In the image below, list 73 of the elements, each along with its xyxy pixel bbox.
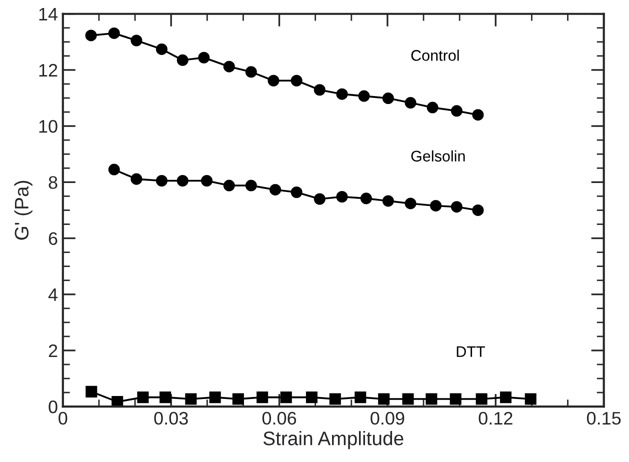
point bbox=[85, 30, 97, 42]
point bbox=[500, 392, 512, 404]
point bbox=[382, 92, 394, 104]
point bbox=[472, 204, 484, 216]
y-tick-label: 12 bbox=[39, 64, 58, 76]
x-axis-title: Strain Amplitude bbox=[263, 431, 404, 450]
point bbox=[472, 109, 484, 121]
point bbox=[450, 393, 462, 405]
point bbox=[524, 393, 536, 405]
point bbox=[223, 180, 235, 192]
point bbox=[232, 393, 244, 405]
point bbox=[290, 74, 302, 86]
point bbox=[245, 66, 257, 78]
y-axis-title: G' (Pa) bbox=[14, 180, 32, 240]
text: DTT bbox=[456, 346, 485, 357]
point bbox=[256, 392, 268, 404]
point bbox=[245, 180, 257, 192]
point bbox=[450, 201, 462, 213]
point bbox=[130, 34, 142, 46]
point bbox=[198, 52, 210, 64]
point bbox=[176, 174, 188, 187]
x-tick-label: 0 bbox=[58, 412, 68, 425]
point bbox=[130, 173, 142, 185]
point bbox=[336, 88, 348, 100]
point bbox=[314, 84, 326, 96]
text: Control bbox=[411, 50, 459, 61]
point bbox=[268, 74, 280, 86]
point bbox=[156, 43, 168, 55]
point bbox=[86, 386, 98, 398]
point bbox=[176, 54, 188, 66]
point bbox=[201, 174, 213, 187]
point bbox=[108, 27, 120, 39]
point bbox=[358, 90, 370, 102]
point bbox=[314, 193, 326, 205]
point bbox=[223, 60, 235, 72]
point bbox=[404, 198, 416, 210]
x-tick-label: 0.03 bbox=[154, 412, 188, 425]
point bbox=[270, 184, 282, 196]
x-tick-label: 0.06 bbox=[262, 412, 296, 425]
point bbox=[209, 392, 221, 404]
y-tick-label: 8 bbox=[48, 176, 58, 189]
point bbox=[430, 200, 442, 212]
point bbox=[382, 195, 394, 207]
point bbox=[476, 393, 488, 405]
point bbox=[108, 164, 120, 176]
y-tick-label: 4 bbox=[48, 288, 58, 301]
point bbox=[306, 392, 318, 404]
y-tick-label: 0 bbox=[48, 400, 58, 414]
point bbox=[354, 392, 366, 404]
point bbox=[360, 192, 372, 204]
point bbox=[402, 393, 414, 405]
point bbox=[160, 392, 172, 404]
point bbox=[137, 392, 149, 404]
point bbox=[290, 186, 302, 198]
point bbox=[426, 393, 438, 405]
y-tick-label: 2 bbox=[48, 344, 58, 357]
point bbox=[329, 393, 341, 405]
point bbox=[280, 392, 292, 404]
x-tick-label: 0.12 bbox=[478, 412, 512, 425]
point bbox=[426, 102, 438, 114]
point bbox=[112, 396, 124, 407]
point bbox=[378, 393, 390, 405]
x-tick-label: 0.15 bbox=[586, 412, 621, 425]
y-tick-label: 6 bbox=[48, 232, 58, 245]
y-tick-label: 10 bbox=[39, 120, 58, 133]
point bbox=[450, 105, 462, 117]
point bbox=[336, 190, 348, 203]
x-tick-label: 0.09 bbox=[370, 412, 404, 425]
point bbox=[156, 174, 168, 187]
y-tick-label: 14 bbox=[39, 8, 58, 20]
text: Gelsolin bbox=[411, 150, 465, 162]
point bbox=[404, 97, 416, 109]
point bbox=[185, 393, 197, 405]
